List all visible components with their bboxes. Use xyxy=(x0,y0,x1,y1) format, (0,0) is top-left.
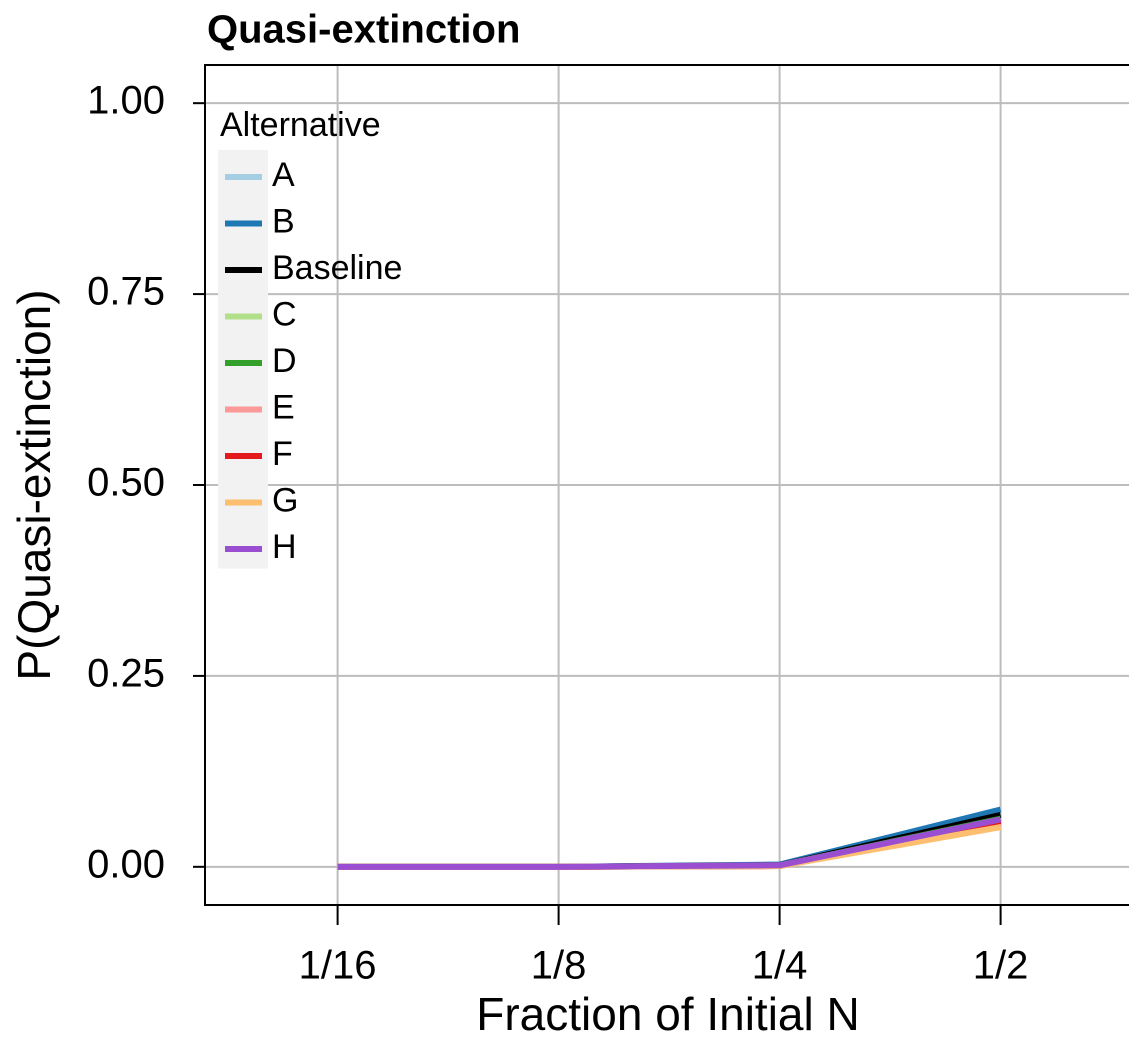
legend-label: F xyxy=(272,435,293,473)
series-line xyxy=(337,816,1002,870)
legend-label: B xyxy=(272,202,295,240)
legend-background xyxy=(218,150,268,569)
y-tick-label: 0.75 xyxy=(87,270,165,314)
y-tick-label: 0.00 xyxy=(87,842,165,886)
x-tick-label: 1/2 xyxy=(973,944,1029,988)
legend-label: D xyxy=(272,342,297,380)
x-tick-label: 1/8 xyxy=(531,944,587,988)
legend-title: Alternative xyxy=(220,106,381,144)
plot-border xyxy=(204,64,1129,906)
y-axis-title: P(Quasi-extinction) xyxy=(8,289,60,680)
legend-label: A xyxy=(272,156,295,194)
chart-title: Quasi-extinction xyxy=(207,8,520,52)
legend-label: Baseline xyxy=(272,249,402,287)
legend-label: H xyxy=(272,528,297,566)
x-tick-label: 1/16 xyxy=(299,944,377,988)
y-tick-label: 0.50 xyxy=(87,461,165,505)
x-axis-title: Fraction of Initial N xyxy=(476,988,859,1040)
legend-label: G xyxy=(272,481,298,519)
legend-label: E xyxy=(272,388,295,426)
y-tick-label: 1.00 xyxy=(87,79,165,123)
legend-label: C xyxy=(272,295,297,333)
y-tick-label: 0.25 xyxy=(87,651,165,695)
x-tick-label: 1/4 xyxy=(752,944,808,988)
